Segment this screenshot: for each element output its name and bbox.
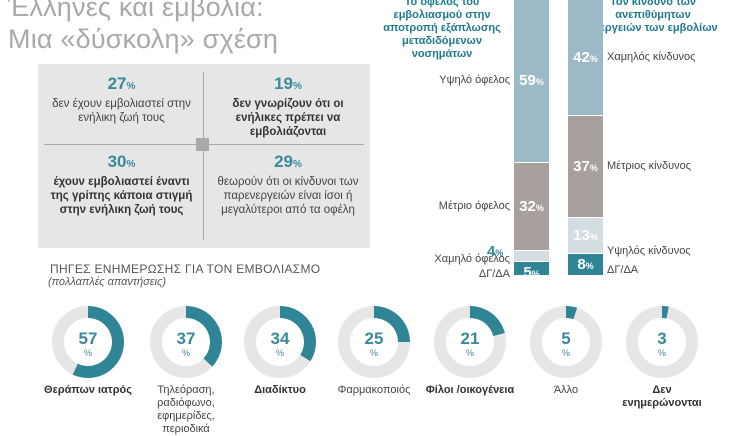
stat-value: 19 [274, 74, 293, 93]
bar-category-label: Υψηλός κίνδυνος [607, 244, 691, 257]
donut-slice [470, 306, 505, 337]
donut-unit: % [466, 348, 474, 358]
bar-category-label: ΔΓ/ΔΑ [478, 268, 510, 281]
bar-segment [514, 262, 549, 275]
stat-unit: % [293, 81, 302, 92]
donut-value: 37 [177, 329, 196, 348]
donut-unit: % [370, 348, 378, 358]
stat-value: 29 [274, 152, 293, 171]
donut-slice [374, 306, 410, 342]
bar-chart-1-title: Το όφελος του εμβολιασμού στην αποτροπή … [383, 0, 501, 60]
stat-unit: % [293, 159, 302, 170]
donut-unit: % [182, 348, 190, 358]
bar-chart-2-title: Τον κίνδυνο των ανεπιθύμητων ενεργειών τ… [588, 0, 718, 34]
bar-value-label: 13% [573, 226, 598, 244]
bar-value-label: 4% [487, 243, 504, 261]
donut-item: 21% [434, 306, 506, 378]
bar-segment [568, 115, 603, 218]
stat-unaware: 19% δεν γνωρίζουν ότι οι ενήλικες πρέπει… [212, 74, 364, 139]
donut-value: 25 [365, 329, 384, 348]
bar-value-label: 32% [519, 198, 544, 215]
stat-text: δεν γνωρίζουν ότι οι ενήλικες πρέπει να … [232, 98, 344, 138]
donut-slice [186, 306, 222, 367]
donut-value: 57 [79, 329, 98, 348]
donut-label: Δεν ενημερώνονται [622, 384, 702, 409]
donut-label: Θεράπων ιατρός [44, 384, 132, 396]
bar-category-label: Μέτριος κίνδυνος [607, 159, 692, 172]
page-title-line2: Μια «δύσκολη» σχέση [8, 24, 279, 54]
stat-text: δεν έχουν εμβολιαστεί στην ενήλικη ζωή τ… [52, 98, 191, 124]
bar-value-label: 8% [577, 255, 594, 273]
donut-label: Φαρμακοποιός [337, 384, 411, 396]
sources-title: ΠΗΓΕΣ ΕΝΗΜΕΡΩΣΗΣ ΓΙΑ ΤΟΝ ΕΜΒΟΛΙΑΣΜΟ [50, 262, 321, 276]
stacked-bar-risk [568, 0, 603, 276]
stat-risk-perception: 29% θεωρούν ότι οι κίνδυνοι των παρενεργ… [212, 152, 364, 217]
stacked-bar-benefit [514, 0, 549, 276]
stats-divider-vertical [203, 72, 204, 240]
stat-unit: % [126, 81, 136, 92]
donut-value: 21 [461, 329, 480, 348]
bar-segment [568, 253, 603, 275]
stats-center-marker [196, 138, 209, 151]
bar-segment [514, 162, 549, 251]
bar-segment [568, 218, 603, 253]
donut-item: 34% [244, 306, 316, 378]
bar-category-label: Υψηλό όφελος [439, 74, 510, 87]
bar-value-label: 5% [523, 264, 540, 282]
bar-category-label: ΔΓ/ΔΑ [607, 263, 639, 276]
donut-unit: % [658, 348, 666, 358]
bar-segment [514, 0, 549, 162]
bar-value-label: 37% [573, 157, 598, 175]
donut-label: Φίλοι /οικογένεια [425, 384, 515, 396]
donut-item: 5% [530, 306, 602, 378]
donut-item: 3% [626, 306, 698, 378]
donut-slice [662, 306, 669, 319]
donut-unit: % [562, 348, 570, 358]
stat-flu-vaccinated: 30% έχουν εμβολιαστεί έναντι της γρίπης … [44, 152, 199, 217]
donut-value: 3 [657, 329, 666, 348]
bar-segment [568, 0, 603, 115]
bar-category-label: Χαμηλό όφελος [434, 253, 510, 266]
stat-value: 27 [107, 74, 127, 93]
bar-category-label: Χαμηλός κίνδυνος [607, 50, 696, 63]
donut-label: Διαδίκτυο [254, 384, 306, 396]
stat-value: 30 [107, 152, 127, 171]
donut-item: 57% [52, 306, 124, 378]
bar-value-label: 59% [519, 72, 544, 90]
page-title-line1: Έλληνες και εμβόλια: [8, 0, 264, 22]
donut-unit: % [276, 348, 284, 358]
stat-not-vaccinated: 27% δεν έχουν εμβολιαστεί στην ενήλικη ζ… [44, 74, 199, 125]
sources-donut-chart: 57%37%34%25%21%5%3% [52, 306, 698, 378]
donut-slice [566, 306, 578, 320]
stat-unit: % [126, 159, 136, 170]
bar-value-label: 42% [573, 48, 598, 66]
donut-label: Τηλεόραση, ραδιόφωνο, εφημερίδες, περιοδ… [157, 384, 215, 435]
donut-value: 5 [561, 329, 570, 348]
stat-text: θεωρούν ότι οι κίνδυνοι των παρενεργειών… [217, 176, 359, 216]
donut-slice [280, 306, 316, 362]
stat-text: έχουν εμβολιαστεί έναντι της γρίπης κάπο… [50, 176, 193, 216]
donut-unit: % [84, 348, 92, 358]
donut-slice [72, 306, 124, 378]
donut-item: 37% [150, 306, 222, 378]
donut-item: 25% [338, 306, 410, 378]
donut-value: 34 [271, 329, 290, 348]
bar-segment [514, 251, 549, 262]
stats-panel [38, 64, 370, 248]
bar-category-label: Μέτριο όφελος [438, 200, 510, 212]
sources-subtitle: (πολλαπλές απαντήσεις) [48, 276, 167, 288]
donut-label: Άλλο [553, 384, 579, 396]
